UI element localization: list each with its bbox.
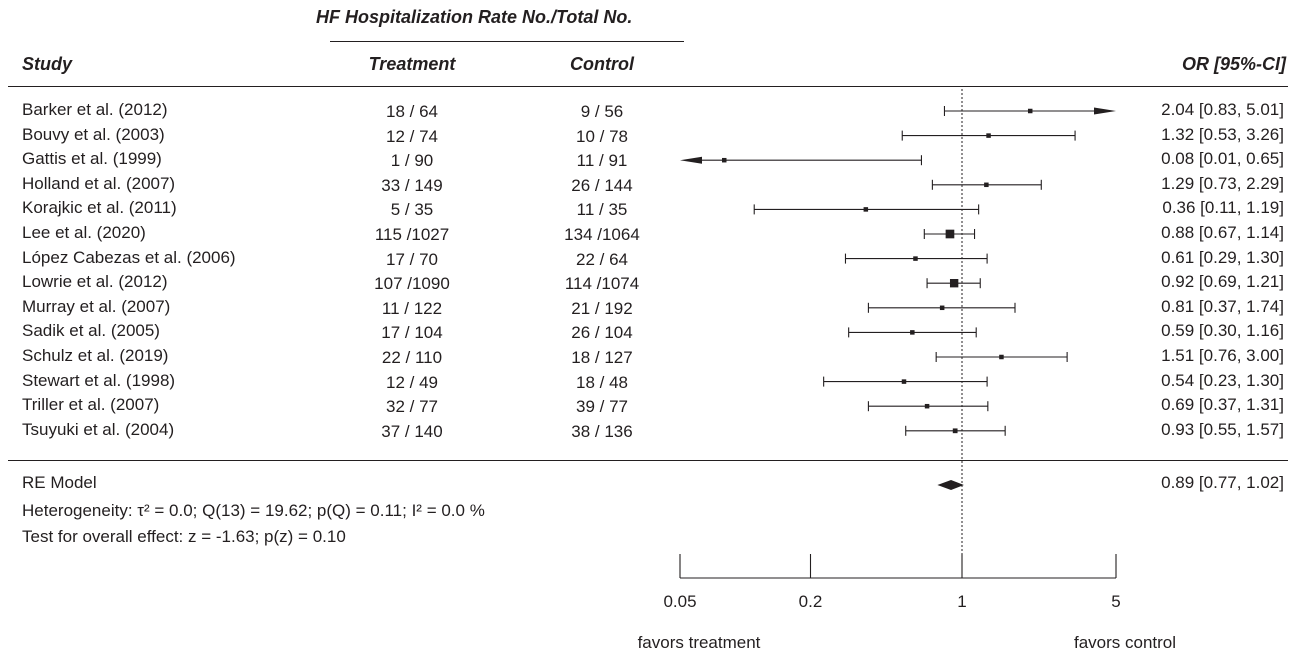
treatment-count: 12 / 49 bbox=[386, 372, 438, 392]
control-count: 26 / 144 bbox=[571, 175, 633, 195]
control-count: 38 / 136 bbox=[571, 421, 633, 441]
control-count: 11 / 35 bbox=[576, 200, 628, 220]
x-tick-label: 0.2 bbox=[799, 592, 823, 611]
treatment-count: 115 /1027 bbox=[374, 225, 450, 244]
treatment-count: 5 / 35 bbox=[390, 200, 434, 220]
study-name: Murray et al. (2007) bbox=[22, 296, 171, 316]
study-header: Study bbox=[22, 54, 73, 74]
or-ci-value: 0.36 [0.11, 1.19] bbox=[1162, 198, 1284, 218]
control-count: 22 / 64 bbox=[576, 249, 628, 269]
treatment-count: 17 / 104 bbox=[381, 323, 443, 343]
treatment-count: 22 / 110 bbox=[381, 348, 443, 367]
re-model-label: RE Model bbox=[22, 473, 97, 492]
treatment-count: 107 /1090 bbox=[374, 274, 450, 294]
or-ci-value: 0.69 [0.37, 1.31] bbox=[1161, 395, 1284, 415]
control-count: 18 / 48 bbox=[576, 372, 628, 392]
point-estimate bbox=[999, 354, 1004, 360]
treatment-count: 32 / 77 bbox=[386, 397, 438, 417]
study-name: Lee et al. (2020) bbox=[22, 223, 146, 242]
study-name: Bouvy et al. (2003) bbox=[22, 124, 165, 144]
treatment-count: 18 / 64 bbox=[386, 102, 438, 121]
point-estimate bbox=[721, 157, 727, 163]
or-ci-value: 0.08 [0.01, 0.65] bbox=[1161, 149, 1284, 169]
control-count: 9 / 56 bbox=[580, 102, 624, 121]
study-name: Holland et al. (2007) bbox=[22, 173, 176, 193]
or-ci-value: 0.81 [0.37, 1.74] bbox=[1161, 296, 1284, 316]
point-estimate bbox=[949, 279, 959, 288]
treatment-count: 12 / 74 bbox=[386, 126, 438, 146]
point-estimate bbox=[1027, 108, 1033, 114]
or-ci-value: 0.92 [0.69, 1.21] bbox=[1161, 272, 1284, 292]
point-estimate bbox=[924, 403, 930, 409]
treatment-count: 11 / 122 bbox=[381, 298, 443, 318]
or-ci-value: 2.04 [0.83, 5.01] bbox=[1161, 100, 1284, 119]
favors-treatment-caption: favors treatment bbox=[637, 633, 761, 652]
treatment-count: 37 / 140 bbox=[381, 421, 443, 441]
ci-arrow-right bbox=[1094, 107, 1116, 115]
favors-control-caption: favors control bbox=[1073, 633, 1177, 652]
point-estimate bbox=[910, 330, 915, 335]
or-ci-value: 0.54 [0.23, 1.30] bbox=[1161, 370, 1284, 390]
study-name: Sadik et al. (2005) bbox=[22, 321, 160, 341]
treatment-header: Treatment bbox=[368, 54, 456, 74]
or-ci-value: 0.93 [0.55, 1.57] bbox=[1161, 419, 1284, 439]
pooled-diamond bbox=[937, 480, 964, 490]
study-name: Lowrie et al. (2012) bbox=[22, 272, 168, 292]
point-estimate bbox=[913, 256, 918, 261]
point-estimate bbox=[863, 207, 869, 212]
point-estimate bbox=[986, 133, 991, 138]
overall-effect-text: Test for overall effect: z = -1.63; p(z)… bbox=[22, 527, 346, 546]
or-ci-value: 0.61 [0.29, 1.30] bbox=[1161, 247, 1284, 267]
study-name: Korajkic et al. (2011) bbox=[22, 198, 177, 218]
control-count: 11 / 91 bbox=[576, 151, 628, 171]
point-estimate bbox=[984, 182, 989, 188]
point-estimate bbox=[901, 379, 907, 384]
or-ci-value: 0.88 [0.67, 1.14] bbox=[1161, 223, 1284, 242]
or-ci-value: 1.29 [0.73, 2.29] bbox=[1161, 173, 1284, 193]
control-count: 114 /1074 bbox=[564, 274, 640, 294]
heterogeneity-text: Heterogeneity: τ² = 0.0; Q(13) = 19.62; … bbox=[22, 501, 485, 520]
control-count: 21 / 192 bbox=[571, 298, 633, 318]
control-count: 134 /1064 bbox=[564, 225, 640, 244]
treatment-count: 17 / 70 bbox=[386, 249, 438, 269]
study-name: Tsuyuki et al. (2004) bbox=[22, 419, 175, 439]
group-title-underline bbox=[330, 41, 684, 42]
or-ci-value: 1.32 [0.53, 3.26] bbox=[1161, 124, 1284, 144]
or-ci-value: 0.59 [0.30, 1.16] bbox=[1161, 321, 1284, 341]
x-tick-label: 0.05 bbox=[663, 592, 696, 611]
study-name: López Cabezas et al. (2006) bbox=[22, 247, 236, 267]
control-header: Control bbox=[570, 54, 634, 74]
study-name: Triller et al. (2007) bbox=[22, 395, 160, 415]
point-estimate bbox=[952, 428, 958, 434]
point-estimate bbox=[939, 305, 945, 311]
treatment-count: 33 / 149 bbox=[381, 175, 443, 195]
summary-rule bbox=[8, 460, 1288, 461]
or-ci-header: OR [95%-CI] bbox=[1181, 54, 1286, 74]
treatment-count: 1 / 90 bbox=[390, 151, 434, 171]
control-count: 26 / 104 bbox=[571, 323, 633, 343]
ci-arrow-left bbox=[680, 156, 702, 164]
x-tick-label: 5 bbox=[1111, 592, 1120, 611]
group-title: HF Hospitalization Rate No./Total No. bbox=[316, 7, 633, 27]
header-rule bbox=[8, 86, 1288, 87]
or-ci-value: 1.51 [0.76, 3.00] bbox=[1161, 346, 1284, 365]
study-name: Gattis et al. (1999) bbox=[22, 149, 162, 169]
pooled-or-text: 0.89 [0.77, 1.02] bbox=[1161, 473, 1284, 492]
control-count: 18 / 127 bbox=[571, 348, 633, 367]
study-name: Schulz et al. (2019) bbox=[22, 346, 169, 365]
point-estimate bbox=[945, 229, 955, 239]
control-count: 39 / 77 bbox=[576, 397, 628, 417]
x-tick-label: 1 bbox=[957, 592, 966, 611]
study-name: Barker et al. (2012) bbox=[22, 100, 168, 119]
control-count: 10 / 78 bbox=[576, 126, 628, 146]
study-name: Stewart et al. (1998) bbox=[22, 370, 176, 390]
